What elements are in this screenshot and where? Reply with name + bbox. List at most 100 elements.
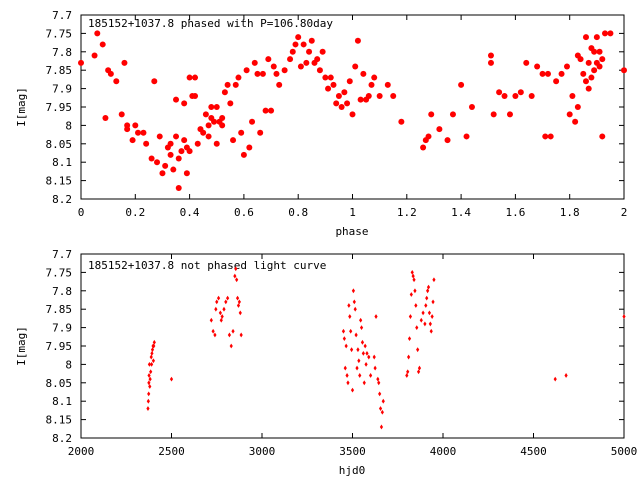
data-point: [357, 96, 364, 103]
data-point: [147, 362, 152, 367]
data-point: [151, 78, 158, 85]
data-point: [316, 67, 323, 74]
data-point: [226, 295, 230, 301]
data-point: [246, 144, 253, 151]
y-tick-label: 7.95: [46, 340, 73, 353]
y-tick-label: 7.9: [52, 322, 72, 335]
data-point: [601, 30, 608, 37]
data-point: [148, 384, 152, 389]
y-tick-label: 8.05: [46, 377, 73, 390]
data-point: [152, 343, 156, 349]
data-point: [380, 409, 384, 415]
data-point: [183, 170, 190, 177]
plot-frame: [80, 253, 625, 439]
y-tick-label: 7.75: [46, 27, 73, 40]
data-point: [132, 122, 139, 129]
y-axis-label: I[mag]: [15, 87, 28, 127]
data-point: [154, 159, 161, 166]
x-axis-label: phase: [335, 225, 368, 238]
data-point: [365, 350, 369, 356]
data-point: [534, 63, 541, 70]
data-point: [232, 81, 239, 88]
data-point: [281, 67, 288, 74]
data-point: [362, 380, 366, 386]
data-point: [563, 63, 570, 70]
data-point: [150, 347, 155, 353]
data-point: [124, 126, 131, 133]
data-point: [289, 48, 296, 55]
data-point: [408, 314, 413, 319]
data-point: [152, 339, 156, 345]
y-tick-label: 7.7: [52, 9, 72, 22]
data-point: [149, 362, 154, 367]
data-point: [227, 332, 232, 338]
x-tick-label: 1.2: [397, 206, 417, 219]
data-point: [254, 70, 261, 77]
chart-title: 185152+1037.8 phased with P=106.80day: [88, 17, 333, 30]
data-point: [243, 67, 250, 74]
data-point: [235, 295, 240, 301]
data-point: [147, 380, 151, 386]
data-point: [297, 63, 304, 70]
y-tick-label: 8.1: [52, 395, 72, 408]
x-tick-label: 0.4: [180, 206, 200, 219]
x-tick-label: 1.8: [560, 206, 580, 219]
x-tick-label: 2: [621, 206, 628, 219]
y-tick-label: 7.9: [52, 83, 72, 96]
y-tick-label: 8: [65, 119, 72, 132]
data-point: [219, 115, 226, 122]
data-point: [229, 343, 233, 349]
data-point: [355, 365, 359, 371]
data-point: [94, 30, 101, 37]
data-point: [268, 107, 275, 114]
data-point: [369, 373, 373, 378]
data-point: [205, 122, 212, 129]
x-tick-label: 1: [349, 206, 356, 219]
data-point: [235, 277, 239, 283]
data-point: [463, 133, 470, 140]
data-point: [367, 354, 371, 360]
data-point: [215, 299, 219, 305]
data-point: [512, 92, 519, 99]
x-tick-label: 0: [78, 206, 85, 219]
data-point: [528, 92, 535, 99]
data-point: [208, 104, 215, 110]
data-point: [147, 391, 151, 397]
data-point: [240, 151, 247, 158]
y-tick-label: 7.8: [52, 285, 72, 298]
data-point: [449, 111, 456, 118]
data-point: [209, 317, 213, 323]
data-point: [99, 41, 106, 48]
data-point: [406, 369, 410, 375]
data-point: [501, 92, 508, 99]
y-tick-label: 7.95: [46, 101, 73, 114]
data-point: [359, 317, 363, 323]
data-point: [202, 111, 209, 118]
data-point: [344, 343, 348, 349]
chart-title: 185152+1037.8 not phased light curve: [88, 259, 326, 272]
data-point: [295, 34, 302, 41]
data-point: [358, 373, 362, 378]
data-point: [181, 100, 188, 107]
data-point: [506, 111, 513, 118]
data-point: [410, 270, 414, 275]
data-point: [352, 63, 359, 70]
x-tick-label: 4500: [520, 445, 547, 458]
data-point: [379, 424, 384, 430]
data-point: [221, 89, 228, 96]
data-point: [415, 325, 419, 330]
data-point: [300, 41, 307, 48]
x-tick-label: 1.6: [505, 206, 525, 219]
data-point: [205, 133, 212, 140]
data-point: [357, 358, 361, 364]
data-point: [348, 314, 352, 319]
data-point: [411, 273, 415, 279]
data-point: [487, 59, 494, 66]
data-point: [564, 373, 568, 378]
data-point: [409, 292, 413, 297]
data-point: [436, 126, 443, 133]
data-point: [517, 89, 524, 96]
data-point: [585, 59, 592, 66]
data-point: [558, 70, 565, 77]
data-point: [149, 369, 153, 375]
